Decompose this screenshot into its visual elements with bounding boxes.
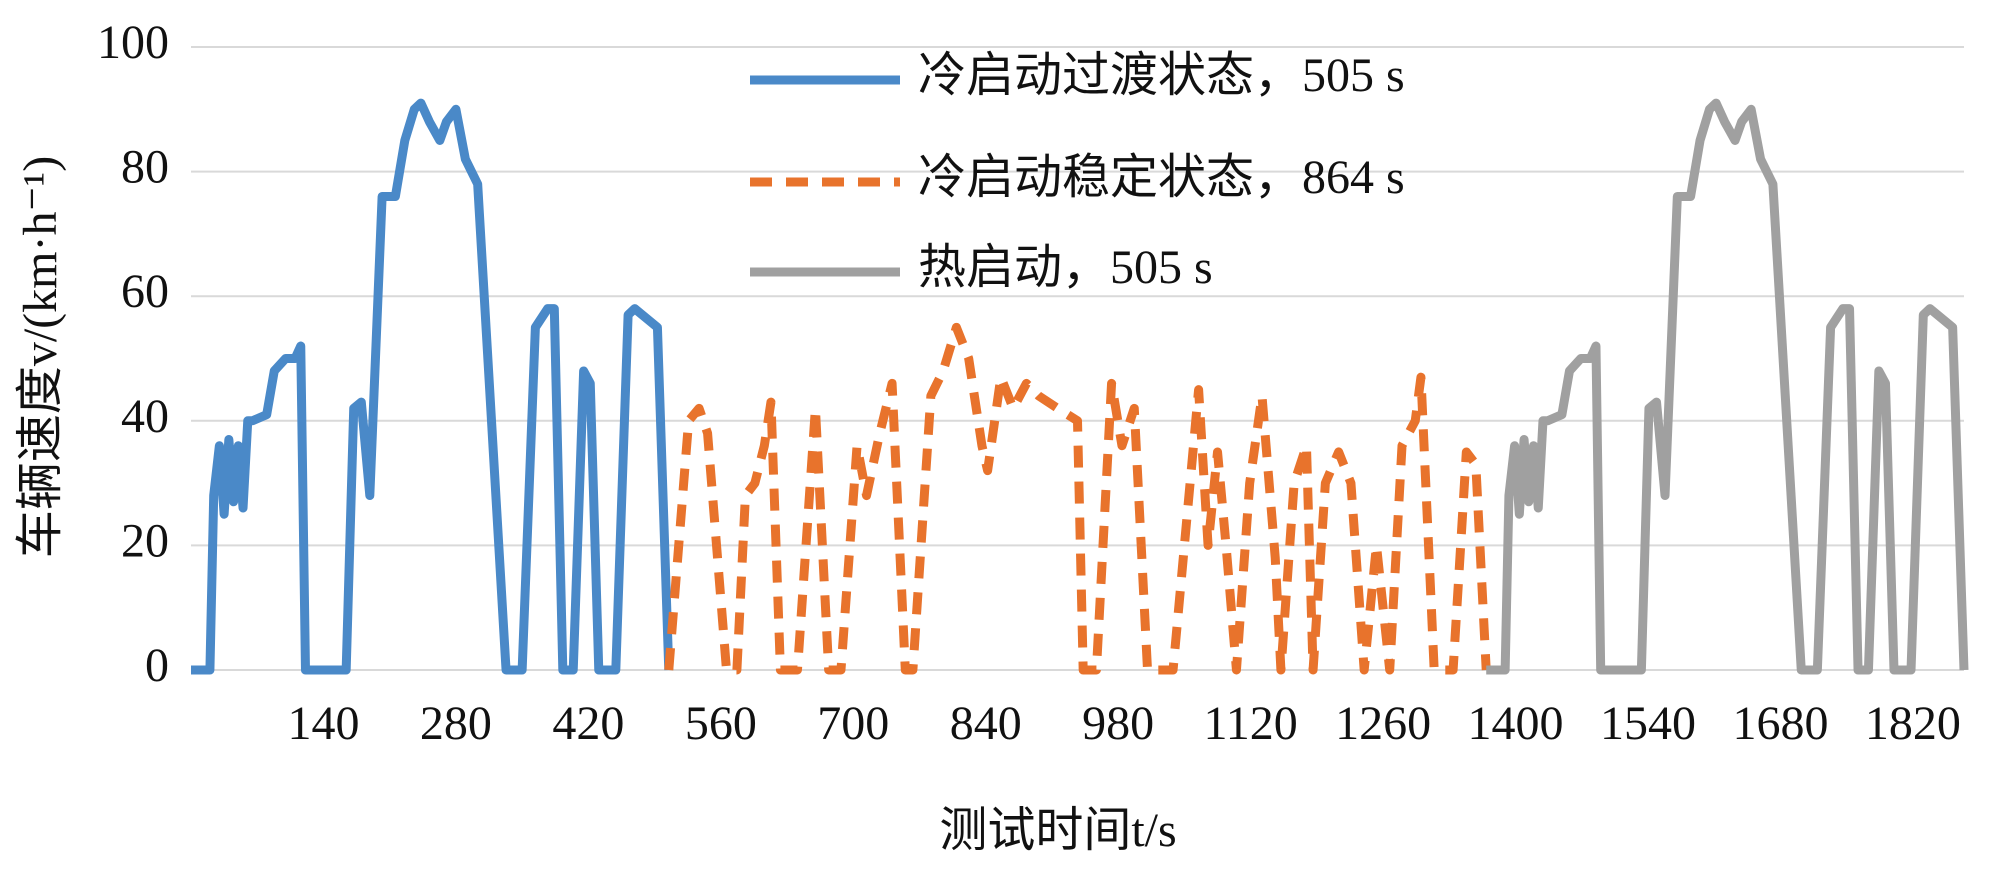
x-tick-label: 1680 xyxy=(1732,697,1828,750)
x-tick-label: 1260 xyxy=(1335,697,1431,750)
x-tick-label: 420 xyxy=(552,697,624,750)
x-tick-label: 840 xyxy=(950,697,1022,750)
y-tick-label: 20 xyxy=(121,514,169,567)
data-line xyxy=(664,322,1491,675)
x-tick-label: 1540 xyxy=(1600,697,1696,750)
x-tick-label: 1120 xyxy=(1204,697,1298,750)
data-line xyxy=(191,98,674,675)
y-tick-label: 100 xyxy=(97,16,169,69)
x-tick-label: 560 xyxy=(685,697,757,750)
y-tick-label: 40 xyxy=(121,390,169,443)
legend-label: 冷启动过渡状态，505 s xyxy=(918,49,1405,102)
x-tick-label: 280 xyxy=(420,697,492,750)
data-line xyxy=(1486,98,1969,675)
x-tick-label: 1400 xyxy=(1468,697,1564,750)
x-tick-label: 700 xyxy=(817,697,889,750)
legend-label: 热启动，505 s xyxy=(918,241,1213,294)
x-axis-label: 测试时间t/s xyxy=(939,804,1176,857)
x-tick-label: 140 xyxy=(287,697,359,750)
y-tick-label: 0 xyxy=(145,639,169,692)
x-tick-label: 1820 xyxy=(1865,697,1961,750)
legend-label: 冷启动稳定状态，864 s xyxy=(918,151,1405,204)
y-tick-label: 60 xyxy=(121,265,169,318)
y-axis-label: 车辆速度v/(km·h⁻¹) xyxy=(14,156,67,558)
y-tick-label: 80 xyxy=(121,141,169,194)
x-tick-label: 980 xyxy=(1082,697,1154,750)
